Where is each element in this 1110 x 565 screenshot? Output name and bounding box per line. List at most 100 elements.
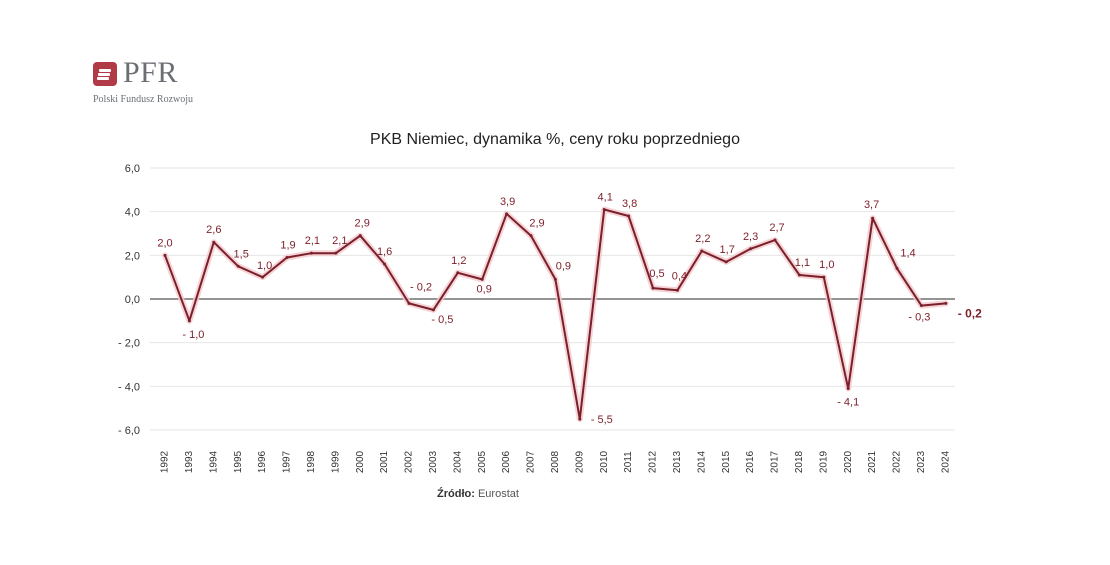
data-point [724, 260, 728, 264]
data-point [407, 301, 411, 305]
data-point [553, 277, 557, 281]
data-point [358, 234, 362, 238]
x-tick-label: 2020 [843, 450, 854, 473]
y-tick-label: 2,0 [125, 250, 140, 262]
data-point [822, 275, 826, 279]
source-note: Źródło: Eurostat [437, 488, 519, 500]
data-point [163, 253, 167, 257]
data-point [212, 240, 216, 244]
x-tick-label: 2014 [696, 450, 707, 473]
chart-title: PKB Niemiec, dynamika %, ceny roku poprz… [370, 131, 740, 148]
data-label: - 1,0 [182, 329, 204, 341]
x-tick-label: 2019 [818, 450, 829, 473]
data-label: 3,9 [500, 196, 515, 208]
data-label: 1,4 [900, 247, 915, 259]
data-point [456, 271, 460, 275]
data-point [431, 308, 435, 312]
x-tick-label: 2009 [574, 450, 585, 473]
data-label: - 0,3 [908, 312, 930, 324]
logo-name: PFR [123, 56, 178, 89]
x-tick-label: 2024 [940, 450, 951, 473]
data-label: - 4,1 [837, 397, 859, 409]
data-label: 2,0 [157, 237, 172, 249]
data-label: 1,0 [819, 259, 834, 271]
data-label: 1,9 [280, 240, 295, 252]
data-point [651, 286, 655, 290]
x-tick-label: 2021 [867, 450, 878, 473]
data-label: 1,7 [720, 244, 735, 256]
data-point [749, 247, 753, 251]
data-point [309, 251, 313, 255]
x-tick-label: 2015 [721, 450, 732, 473]
y-tick-label: 4,0 [125, 207, 140, 219]
data-point [236, 264, 240, 268]
data-point [602, 207, 606, 211]
x-tick-label: 2000 [355, 450, 366, 473]
x-tick-label: 2008 [550, 450, 561, 473]
y-tick-label: - 6,0 [118, 425, 140, 437]
x-tick-label: 2004 [452, 450, 463, 473]
data-label: 2,2 [695, 233, 710, 245]
data-label: 2,1 [305, 235, 320, 247]
data-label: 2,6 [206, 224, 221, 236]
source-value: Eurostat [477, 488, 519, 500]
data-point [529, 234, 533, 238]
data-point [334, 251, 338, 255]
data-label: 2,1 [332, 235, 347, 247]
data-label: 1,1 [795, 257, 810, 269]
data-point [187, 319, 191, 323]
data-point [846, 387, 850, 391]
data-label: 3,7 [864, 199, 879, 211]
x-tick-label: 2012 [648, 450, 659, 473]
data-label: 1,0 [257, 260, 272, 272]
data-point [285, 256, 289, 260]
x-tick-label: 2022 [892, 450, 903, 473]
x-tick-label: 2011 [623, 451, 634, 473]
data-point [675, 288, 679, 292]
x-tick-label: 2007 [526, 450, 537, 473]
data-point [895, 266, 899, 270]
y-tick-label: - 4,0 [118, 381, 140, 393]
data-point [383, 262, 387, 266]
data-label: 2,3 [743, 231, 758, 243]
x-tick-label: 1999 [330, 450, 341, 473]
data-point [261, 275, 265, 279]
data-label: - 0,2 [410, 281, 432, 293]
x-tick-label: 2017 [770, 450, 781, 473]
source-label: Źródło: [437, 488, 475, 500]
data-point [578, 417, 582, 421]
data-label: 2,7 [769, 222, 784, 234]
data-point [871, 216, 875, 220]
x-tick-label: 1996 [257, 450, 268, 473]
y-tick-label: 6,0 [125, 163, 140, 175]
data-label: 1,5 [234, 248, 249, 260]
data-point [797, 273, 801, 277]
data-point [505, 212, 509, 216]
x-tick-label: 2016 [745, 450, 756, 473]
x-tick-label: 2010 [599, 450, 610, 473]
data-point [919, 304, 923, 308]
data-label: 0,9 [477, 283, 492, 295]
data-point [480, 277, 484, 281]
x-tick-label: 2023 [916, 450, 927, 473]
x-tick-label: 1994 [208, 450, 219, 473]
data-label: 1,6 [377, 246, 392, 258]
data-label: - 0,5 [431, 314, 453, 326]
y-tick-label: - 2,0 [118, 338, 140, 350]
data-label: - 5,5 [591, 414, 613, 426]
data-label: 3,8 [622, 198, 637, 210]
x-tick-label: 2013 [672, 450, 683, 473]
data-point [700, 249, 704, 253]
x-tick-label: 2005 [477, 450, 488, 473]
x-tick-label: 2006 [501, 450, 512, 473]
x-tick-label: 2001 [379, 450, 390, 473]
x-tick-label: 1997 [282, 450, 293, 473]
data-label: 2,9 [355, 218, 370, 230]
data-point [773, 238, 777, 242]
data-label: 0,5 [649, 268, 664, 280]
logo-subtitle: Polski Fundusz Rozwoju [93, 94, 194, 105]
data-label: 4,1 [598, 191, 613, 203]
data-point [627, 214, 631, 218]
data-label: 1,2 [451, 255, 466, 267]
